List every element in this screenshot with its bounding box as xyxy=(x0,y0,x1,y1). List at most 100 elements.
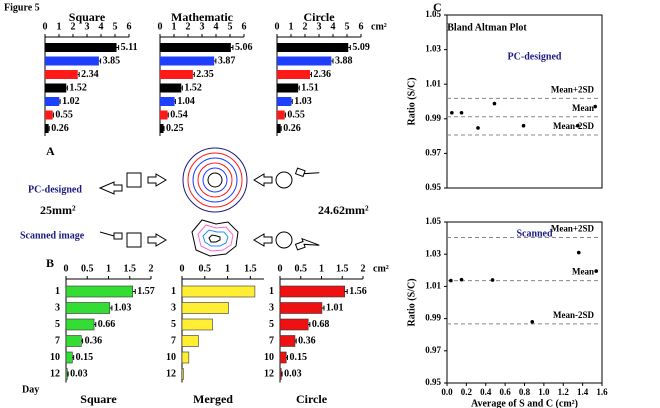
error-bar xyxy=(310,72,312,77)
bar xyxy=(160,43,231,52)
ring xyxy=(207,172,223,188)
point xyxy=(576,250,581,255)
bar xyxy=(181,351,190,364)
x-tick-label: 4 xyxy=(214,21,219,32)
x-tick-label: 6 xyxy=(359,21,364,32)
ring xyxy=(182,147,248,213)
bar xyxy=(45,124,49,133)
ring xyxy=(197,162,233,198)
x-tick-label: 2 xyxy=(71,21,76,32)
x-tick-label: 4 xyxy=(99,21,104,32)
x-tick-label: 0 xyxy=(64,263,69,274)
x-tick-label: 2 xyxy=(186,21,191,32)
reference-label: Mean xyxy=(572,103,594,113)
y-tick-label: 1 xyxy=(171,286,176,297)
y-tick-label: 0.95 xyxy=(425,377,441,387)
x-axis-label: Average of S and C (cm²) xyxy=(471,398,578,408)
chart-title: Square xyxy=(69,10,106,24)
y-tick-label: 1.01 xyxy=(425,280,441,290)
data-label: 0.26 xyxy=(51,123,68,134)
diagram xyxy=(98,147,320,257)
y-tick-label: 12 xyxy=(264,368,274,379)
y-axis-label: Ratio (S/C) xyxy=(406,77,417,125)
x-tick-label: 1.5 xyxy=(124,263,137,274)
x-tick-label: 1.0 xyxy=(538,387,550,397)
bar xyxy=(181,335,199,347)
x-tick-label: 0.2 xyxy=(461,387,473,397)
error-bar xyxy=(116,45,120,50)
x-tick-label: 1 xyxy=(106,263,111,274)
bar xyxy=(277,97,292,106)
error-bar xyxy=(81,338,84,344)
bar xyxy=(45,97,60,106)
chart-subtitle: PC-designed xyxy=(508,51,562,62)
arrow xyxy=(253,233,273,247)
y-tick-label: 1.03 xyxy=(425,248,441,258)
chart-title: Circle xyxy=(303,10,335,24)
arrow xyxy=(98,181,123,195)
bar xyxy=(65,285,134,298)
data-label: 0.15 xyxy=(289,352,307,363)
bar xyxy=(279,351,287,364)
x-tick-label: 5 xyxy=(113,21,118,32)
y-tick-label: 0.99 xyxy=(425,313,441,323)
data-label: 0.36 xyxy=(298,335,316,346)
data-label: 1.03 xyxy=(114,302,131,313)
error-bar xyxy=(331,58,334,64)
axis-unit: cm² xyxy=(371,21,387,32)
point xyxy=(530,320,535,324)
square-shape xyxy=(126,172,142,188)
x-tick-label: 0.5 xyxy=(81,263,94,274)
data-label: 0.66 xyxy=(98,319,116,330)
arrow xyxy=(147,173,167,187)
x-tick-label: 0.4 xyxy=(480,387,492,397)
ring xyxy=(192,157,238,203)
point xyxy=(594,269,598,273)
data-label: 0.36 xyxy=(85,335,103,346)
bar xyxy=(45,110,53,120)
data-label: 1.03 xyxy=(294,96,312,107)
bar xyxy=(181,302,229,314)
y-tick-label: 1.05 xyxy=(425,216,441,226)
data-label: 1.51 xyxy=(301,82,319,93)
bar xyxy=(160,124,164,133)
error-bar xyxy=(77,72,80,77)
bar xyxy=(160,97,175,106)
bar xyxy=(277,110,285,120)
data-label: 1.52 xyxy=(184,82,202,93)
error-bar xyxy=(286,355,288,360)
bar xyxy=(45,83,67,93)
chart-title: Bland Altman Plot xyxy=(447,22,527,33)
circle-shape xyxy=(275,171,293,189)
error-bar xyxy=(98,58,102,64)
error-bar xyxy=(294,338,297,344)
error-bar xyxy=(59,99,61,104)
chart-title: Merged xyxy=(193,392,233,406)
y-tick-label: 10 xyxy=(264,352,274,363)
data-label: 1.57 xyxy=(137,286,155,297)
point xyxy=(459,110,464,115)
data-label: 0.03 xyxy=(284,368,302,379)
point xyxy=(492,101,497,106)
data-label: 3.85 xyxy=(103,55,121,66)
bar xyxy=(160,56,215,66)
bar xyxy=(65,318,95,331)
x-tick-label: 3 xyxy=(317,21,322,32)
bar xyxy=(277,83,299,93)
y-tick-label: 0.95 xyxy=(425,182,441,192)
diagram-label: Scanned image xyxy=(20,230,85,241)
error-bar xyxy=(281,371,283,377)
square-shape xyxy=(126,232,142,248)
error-bar xyxy=(280,126,282,131)
y-tick-label: 12 xyxy=(50,368,60,379)
arrow xyxy=(99,231,123,240)
point xyxy=(490,278,495,282)
x-tick-label: 1.6 xyxy=(596,387,608,397)
diagram-label: PC-designed xyxy=(28,184,82,195)
x-tick-label: 0 xyxy=(275,21,280,32)
error-bar xyxy=(132,289,136,294)
x-tick-label: 0 xyxy=(158,21,163,32)
x-tick-label: 1 xyxy=(172,21,177,32)
blob xyxy=(208,234,221,243)
x-tick-label: 1.2 xyxy=(558,387,570,397)
